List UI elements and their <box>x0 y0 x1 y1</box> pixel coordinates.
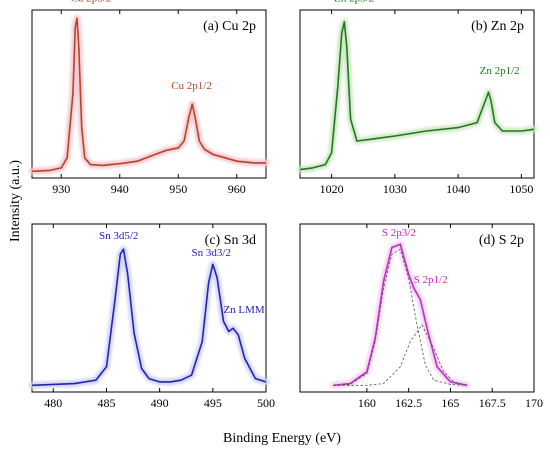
cu-2p-xtick-label-2: 950 <box>169 182 187 196</box>
panel-sn-3d: 480 485 490 495 500 (c) Sn 3d Sn 3d5/2 Sn 3d3/2… <box>28 223 275 410</box>
zn-2p-xtick-label-1: 1030 <box>383 182 407 196</box>
cu-2p-plot-frame <box>31 9 267 179</box>
sn-3d-panel-title: (c) Sn 3d <box>205 233 256 248</box>
zn-2p-panel-title: (b) Zn 2p <box>471 19 524 34</box>
s-2p-peak-label-1: S 2p1/2 <box>414 274 448 286</box>
sn-3d-xtick-label-1: 485 <box>97 396 115 410</box>
cu-2p-xtick-label-1: 940 <box>111 182 129 196</box>
s-2p-xtick-label-2: 165 <box>441 396 459 410</box>
s-2p-xtick-label-3: 167.5 <box>479 396 506 410</box>
s-2p-xtick-label-4: 170 <box>525 396 543 410</box>
cu-2p-panel-title: (a) Cu 2p <box>203 19 256 34</box>
cu-2p-series-line-0 <box>31 17 266 173</box>
sn-3d-peak-label-1: Sn 3d3/2 <box>192 247 231 259</box>
zn-2p-peak-label-1: Zn 2p1/2 <box>480 65 520 77</box>
sn-3d-xtick-label-4: 500 <box>257 396 275 410</box>
zn-2p-plot-frame <box>299 9 535 179</box>
s-2p-peak-label-0: S 2p3/2 <box>382 227 416 239</box>
cu-2p-xtick-label-0: 930 <box>52 182 70 196</box>
cu-2p-series-glow-0 <box>28 14 270 175</box>
zn-2p-series-line-0 <box>299 21 535 171</box>
s-2p-xtick-label-0: 160 <box>358 396 376 410</box>
cu-2p-xtick-label-3: 960 <box>228 182 246 196</box>
zn-2p-xtick-label-0: 1020 <box>320 182 344 196</box>
sn-3d-plot-frame <box>31 223 267 393</box>
panel-s-2p: 160 162.5 165 167.5 170 (d) S 2p S 2p3/2 S 2p1/… <box>299 223 543 410</box>
panel-cu-2p: 930 940 950 960 (a) Cu 2p Cu 2p3/2 Cu 2p1/2 <box>28 0 270 196</box>
sn-3d-series-glow-0 <box>28 245 270 389</box>
sn-3d-peak-label-0: Sn 3d5/2 <box>99 230 138 242</box>
sn-3d-xtick-label-2: 490 <box>151 396 169 410</box>
x-axis-label: Binding Energy (eV) <box>223 431 341 446</box>
sn-3d-xtick-label-3: 495 <box>204 396 222 410</box>
sn-3d-xtick-label-0: 480 <box>44 396 62 410</box>
panels: 930 940 950 960 (a) Cu 2p Cu 2p3/2 Cu 2p1/2 102… <box>28 0 543 410</box>
s-2p-xtick-label-1: 162.5 <box>395 396 422 410</box>
s-2p-series-line-0 <box>333 243 468 387</box>
y-axis-label: Intensity (a.u.) <box>8 160 23 242</box>
zn-2p-xtick-label-3: 1050 <box>509 182 533 196</box>
s-2p-fit-line-1 <box>333 248 468 386</box>
panel-zn-2p: 1020 1030 1040 1050 (b) Zn 2p Zn 2p3/2 Zn 2p1/… <box>296 0 538 196</box>
cu-2p-peak-label-1: Cu 2p1/2 <box>171 80 212 92</box>
s-2p-series-glow-0 <box>329 240 471 389</box>
sn-3d-series-line-0 <box>31 248 267 387</box>
s-2p-plot-frame <box>299 223 535 393</box>
sn-3d-peak-label-2: Zn LMM <box>223 304 264 316</box>
zn-2p-series-glow-0 <box>296 18 538 174</box>
s-2p-fit-line-2 <box>333 324 468 386</box>
zn-2p-xtick-label-2: 1040 <box>446 182 470 196</box>
s-2p-panel-title: (d) S 2p <box>479 233 524 248</box>
zn-2p-peak-label-0: Zn 2p3/2 <box>334 0 374 5</box>
cu-2p-peak-label-0: Cu 2p3/2 <box>71 0 112 5</box>
